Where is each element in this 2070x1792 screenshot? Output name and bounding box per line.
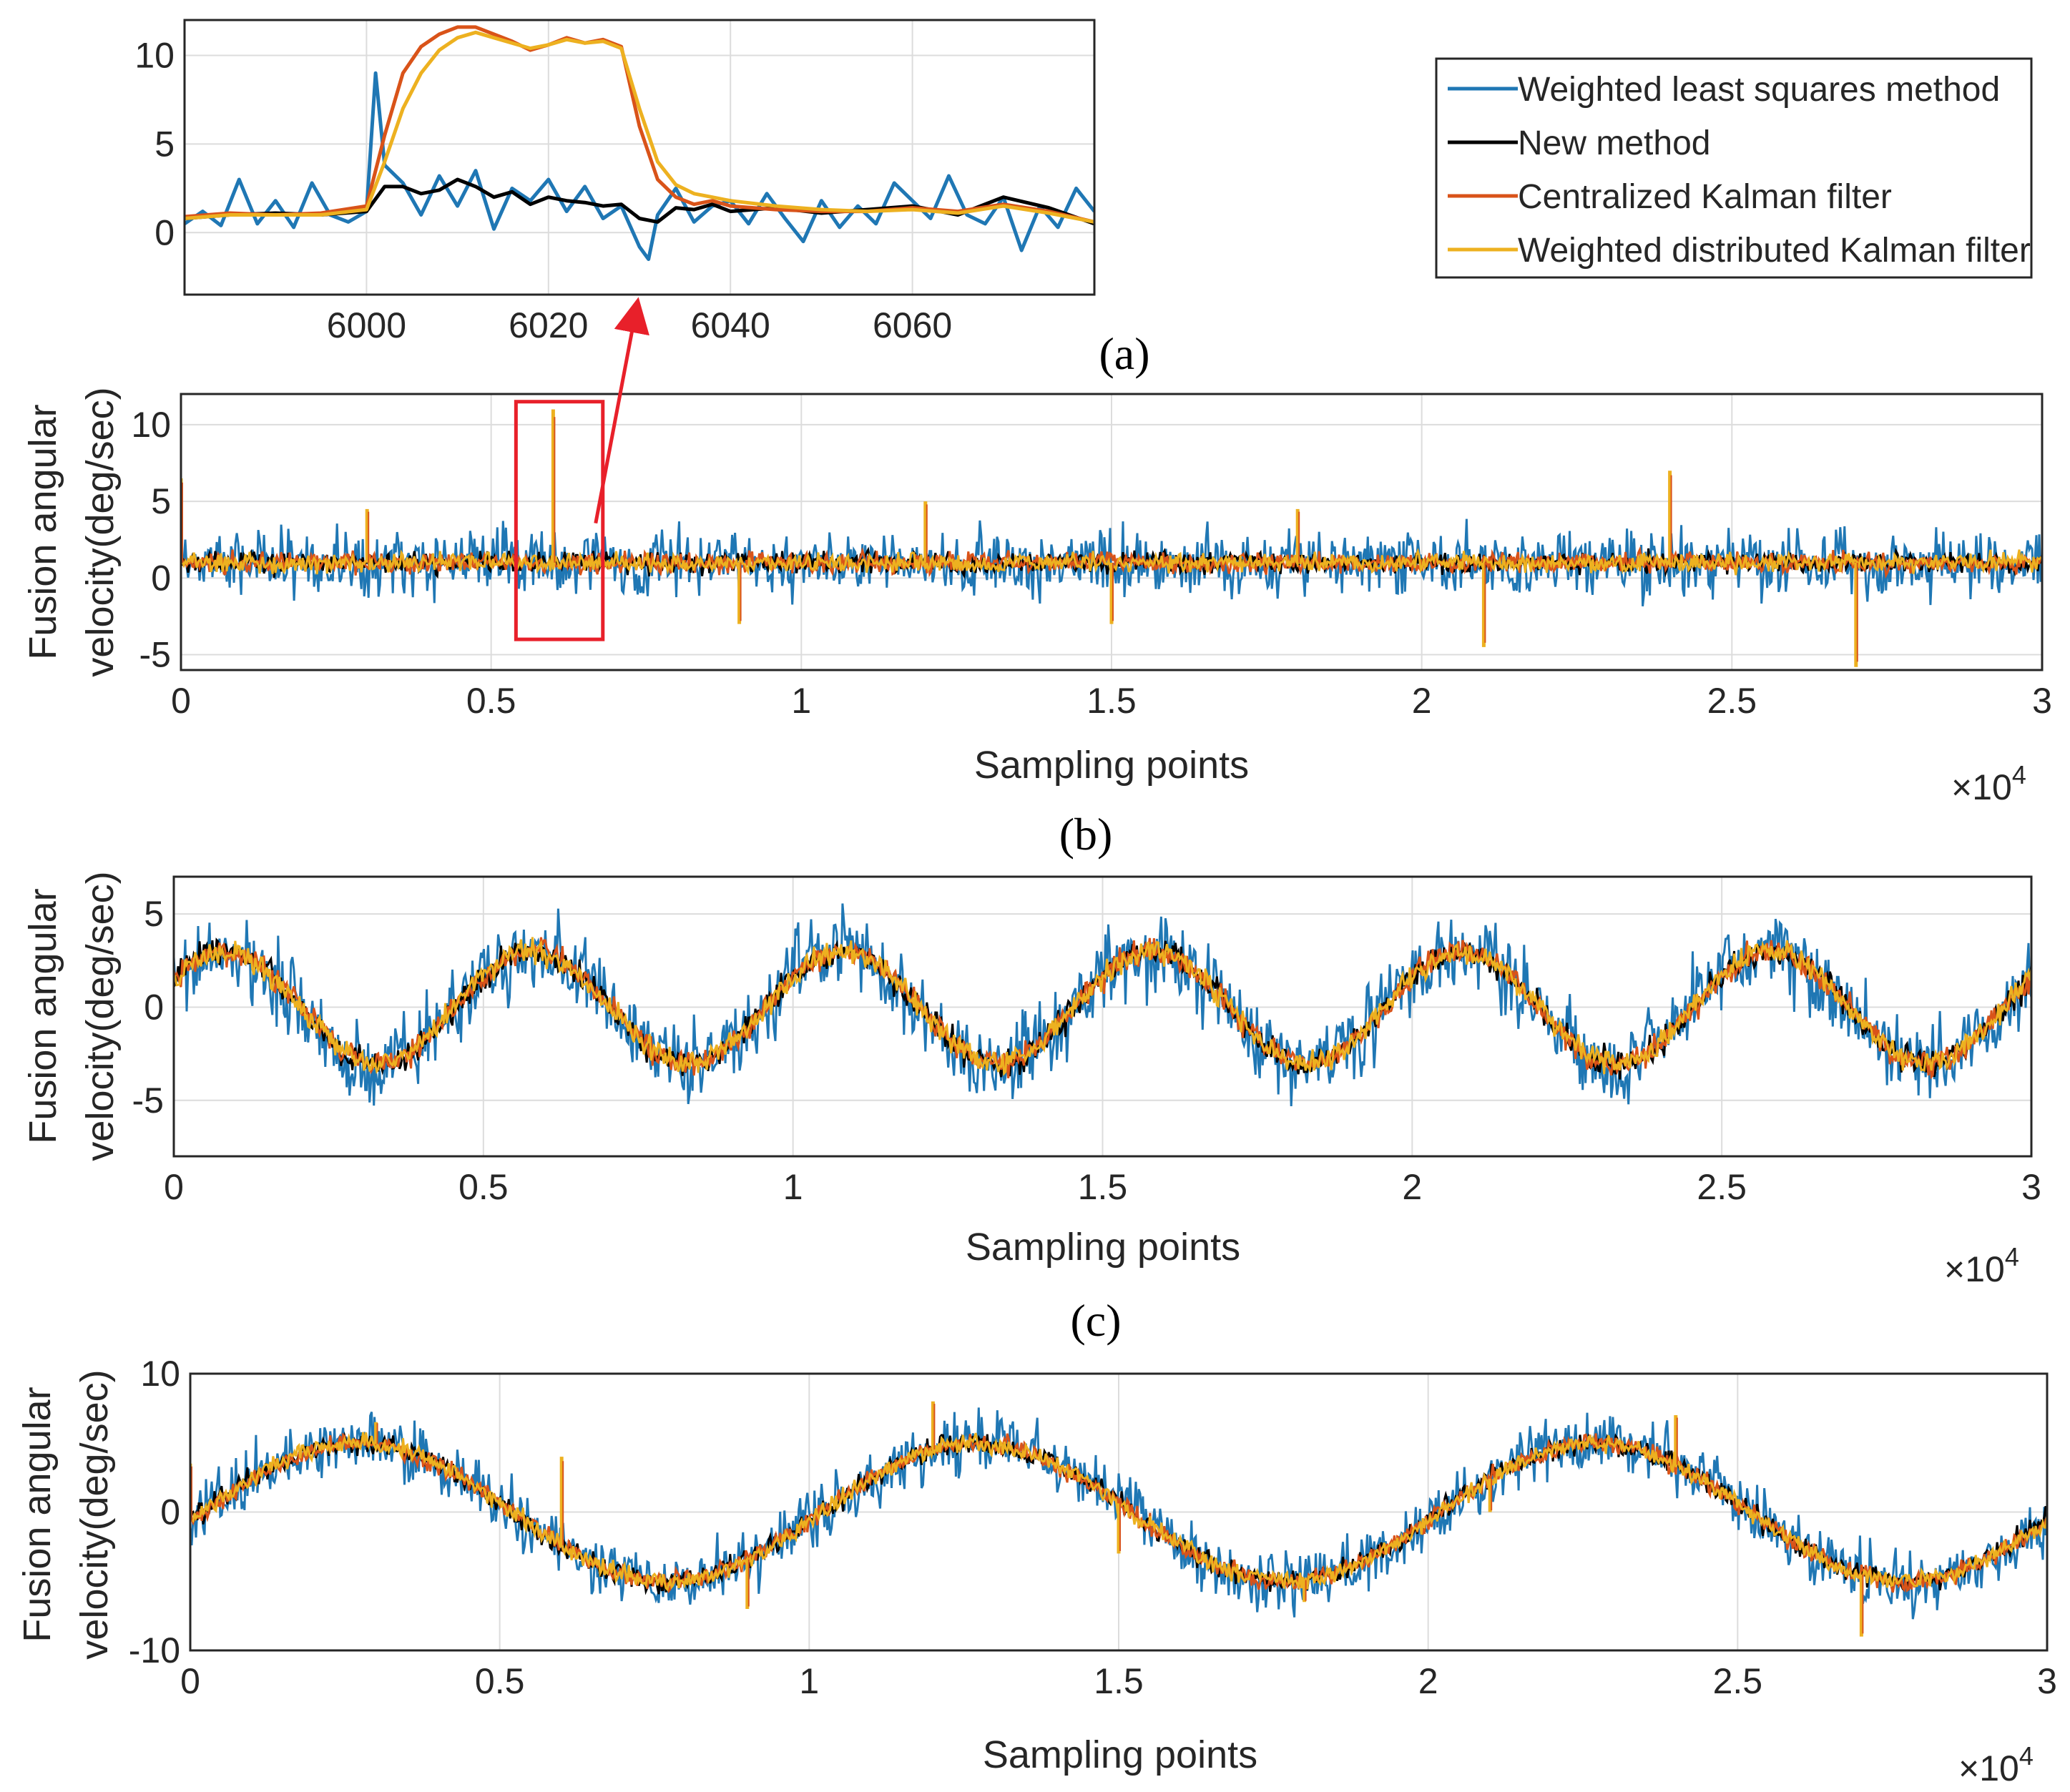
plot-b-xtick-label: 3 (2021, 1167, 2041, 1207)
panel-label-a: (a) (1099, 328, 1149, 379)
plot-a-xtick-label: 0 (171, 681, 191, 721)
zoom-box (514, 400, 605, 641)
plot-a-ytick-label: 5 (151, 481, 171, 521)
plot-c-exponent: ×104 (1958, 1741, 2034, 1788)
plot-c-xtick-label: 0.5 (475, 1661, 525, 1701)
plot-a-xtick-label: 1.5 (1086, 681, 1137, 721)
plot-b-xtick-label: 2 (1402, 1167, 1422, 1207)
plot-b-ytick-label: -5 (132, 1080, 164, 1121)
inset-tick-labels: 6000 6020 6040 6060 0 5 10 (134, 36, 952, 345)
legend-label-wdkf: Weighted distributed Kalman filter (1518, 232, 2031, 270)
legend: Weighted least squares method New method… (1435, 57, 2033, 279)
plot-c-ytick-label: -10 (129, 1630, 180, 1670)
inset-xtick-label: 6000 (327, 305, 406, 345)
plot-a-exponent: ×104 (1951, 760, 2026, 807)
plot-a-xtick-label: 2 (1412, 681, 1432, 721)
plot-c-xtick-label: 2 (1418, 1661, 1438, 1701)
inset-xtick-label: 6020 (509, 305, 588, 345)
plot-c-xtick-label: 1.5 (1094, 1661, 1144, 1701)
plot-b-ylabel-line2: velocity(deg/sec) (79, 871, 122, 1161)
plot-a-xtick-label: 3 (2032, 681, 2052, 721)
plot-a-ytick-label: 10 (131, 405, 171, 445)
inset-ytick-label: 10 (134, 36, 175, 76)
plot-c-xlabel: Sampling points (983, 1733, 1257, 1776)
plot-c-xtick-label: 3 (2037, 1661, 2057, 1701)
plot-b-tick-labels: 0 0.5 1 1.5 2 2.5 3 -5 0 5 (132, 894, 2041, 1207)
plot-c-xtick-label: 1 (799, 1661, 819, 1701)
plot-b-wls-line (174, 903, 2031, 1107)
plot-a-xtick-label: 2.5 (1707, 681, 1757, 721)
plot-b-ylabel-line1: Fusion angular (21, 888, 64, 1143)
inset-ytick-label: 5 (154, 124, 175, 164)
plot-a-xtick-label: 0.5 (466, 681, 516, 721)
inset-series (185, 25, 1094, 261)
inset-ytick-label: 0 (154, 212, 175, 252)
plot-b: 0 0.5 1 1.5 2 2.5 3 -5 0 5 Sampling points Fusion… (21, 871, 2041, 1289)
plot-c-ytick-label: 10 (140, 1354, 180, 1394)
plot-b-ytick-label: 0 (144, 987, 164, 1027)
plot-b-series (174, 903, 2031, 1107)
plot-c-ylabel-line1: Fusion angular (16, 1387, 59, 1642)
plot-a-xtick-label: 1 (791, 681, 811, 721)
plot-b-xtick-label: 2.5 (1697, 1167, 1747, 1207)
inset-xtick-label: 6040 (691, 305, 770, 345)
inset-plot: 6000 6020 6040 6060 0 5 10 (134, 19, 1096, 345)
plot-b-wdkf-line (174, 937, 2031, 1076)
plot-a-ylabel-line2: velocity(deg/sec) (79, 387, 122, 676)
zoom-overlay (514, 297, 649, 641)
plot-b-xtick-label: 0.5 (458, 1167, 509, 1207)
legend-label-ckf: Centralized Kalman filter (1518, 178, 1892, 216)
plot-b-xlabel: Sampling points (966, 1226, 1240, 1269)
plot-a-ckf-line (181, 546, 2042, 579)
legend-label-new: New method (1518, 124, 1710, 162)
inset-gridlines (185, 20, 1094, 295)
zoom-arrow (594, 297, 649, 524)
plot-b-ytick-label: 5 (144, 894, 164, 934)
inset-xtick-label: 6060 (873, 305, 952, 345)
plot-c-xtick-label: 2.5 (1713, 1661, 1763, 1701)
plot-b-xtick-label: 0 (164, 1167, 184, 1207)
plot-a-series (181, 409, 2042, 667)
panel-label-b: (b) (1059, 809, 1113, 860)
plot-a-ylabel-line1: Fusion angular (21, 404, 64, 659)
plot-a-xlabel: Sampling points (974, 744, 1249, 787)
plot-c-xtick-label: 0 (180, 1661, 200, 1701)
panel-label-c: (c) (1070, 1295, 1121, 1346)
plot-a-ytick-label: 0 (151, 558, 171, 598)
inset-series-line-0 (185, 71, 1094, 261)
plot-b-xtick-label: 1 (783, 1167, 803, 1207)
plot-b-exponent: ×104 (1944, 1242, 2019, 1289)
plot-c-ylabel-line2: velocity(deg/sec) (73, 1369, 116, 1659)
plot-c-series (190, 1401, 2047, 1637)
inset-series-line-3 (185, 30, 1094, 224)
plot-a-ytick-label: -5 (139, 635, 171, 675)
plot-b-xtick-label: 1.5 (1078, 1167, 1128, 1207)
legend-label-wls: Weighted least squares method (1518, 71, 2000, 109)
plot-c-ytick-label: 0 (160, 1492, 180, 1532)
